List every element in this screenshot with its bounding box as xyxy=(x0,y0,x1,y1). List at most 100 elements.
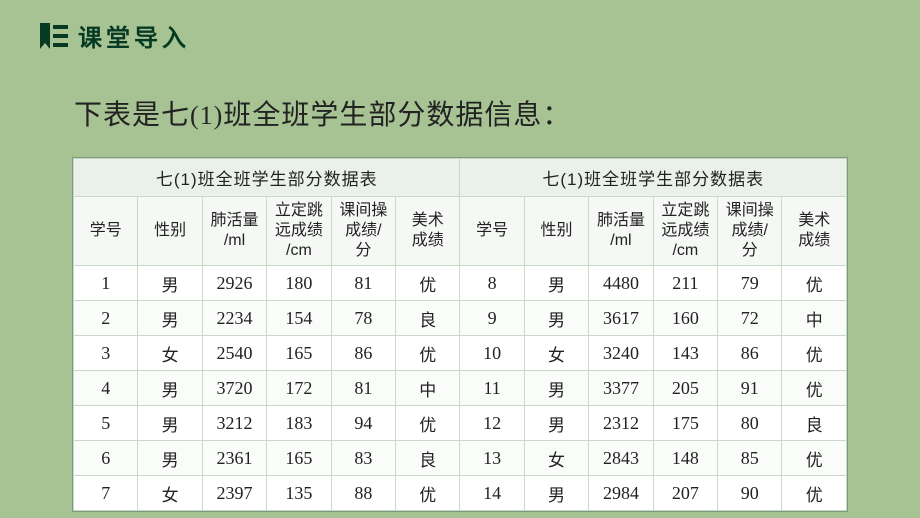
table-cell: 9 xyxy=(460,301,524,336)
table-cell: 83 xyxy=(331,441,395,476)
page-subtitle: 下表是七(1)班全班学生部分数据信息： xyxy=(74,93,920,133)
subtitle-text-pre: 下表是七 xyxy=(74,99,190,130)
table-body: 1男292618081优8男448021179优2男223415478良9男36… xyxy=(74,266,847,511)
table-cell: 11 xyxy=(460,371,524,406)
subtitle-text-post: 班全班学生部分数据信息： xyxy=(223,99,571,130)
table-cell: 13 xyxy=(460,441,524,476)
table-cell: 3240 xyxy=(589,336,653,371)
table-cell: 78 xyxy=(331,301,395,336)
student-data-table: 七(1)班全班学生部分数据表 七(1)班全班学生部分数据表 学号 性别 肺活量/… xyxy=(73,158,847,511)
table-cell: 男 xyxy=(138,406,202,441)
table-cell: 3 xyxy=(74,336,138,371)
table-cell: 2926 xyxy=(202,266,266,301)
table-cell: 94 xyxy=(331,406,395,441)
table-cell: 中 xyxy=(396,371,460,406)
table-cell: 女 xyxy=(138,336,202,371)
col-gender: 性别 xyxy=(138,197,202,266)
col-gender: 性别 xyxy=(524,197,588,266)
table-cell: 72 xyxy=(718,301,782,336)
table-cell: 优 xyxy=(782,266,847,301)
table-cell: 女 xyxy=(524,336,588,371)
bookmark-list-icon xyxy=(40,23,68,49)
table-cell: 2984 xyxy=(589,476,653,511)
table-cell: 女 xyxy=(524,441,588,476)
table-caption-left: 七(1)班全班学生部分数据表 xyxy=(74,159,460,197)
table-cell: 3720 xyxy=(202,371,266,406)
subtitle-number: (1) xyxy=(190,101,223,130)
table-cell: 3212 xyxy=(202,406,266,441)
table-cell: 207 xyxy=(653,476,717,511)
table-cell: 2361 xyxy=(202,441,266,476)
table-cell: 154 xyxy=(267,301,331,336)
table-cell: 优 xyxy=(782,476,847,511)
table-cell: 男 xyxy=(524,371,588,406)
table-cell: 79 xyxy=(718,266,782,301)
table-cell: 良 xyxy=(782,406,847,441)
table-cell: 4 xyxy=(74,371,138,406)
table-cell: 优 xyxy=(396,476,460,511)
table-cell: 男 xyxy=(524,301,588,336)
table-cell: 优 xyxy=(396,266,460,301)
table-cell: 88 xyxy=(331,476,395,511)
data-table-container: 七(1)班全班学生部分数据表 七(1)班全班学生部分数据表 学号 性别 肺活量/… xyxy=(72,157,848,512)
table-cell: 优 xyxy=(396,406,460,441)
col-break: 课间操成绩/分 xyxy=(718,197,782,266)
table-cell: 2312 xyxy=(589,406,653,441)
col-id: 学号 xyxy=(460,197,524,266)
table-cell: 男 xyxy=(524,406,588,441)
table-cell: 205 xyxy=(653,371,717,406)
table-row: 5男321218394优12男231217580良 xyxy=(74,406,847,441)
table-cell: 男 xyxy=(138,266,202,301)
col-lung: 肺活量/ml xyxy=(202,197,266,266)
table-cell: 183 xyxy=(267,406,331,441)
table-cell: 86 xyxy=(718,336,782,371)
col-jump: 立定跳远成绩/cm xyxy=(653,197,717,266)
table-cell: 6 xyxy=(74,441,138,476)
table-caption-right: 七(1)班全班学生部分数据表 xyxy=(460,159,847,197)
table-cell: 148 xyxy=(653,441,717,476)
table-cell: 良 xyxy=(396,301,460,336)
table-cell: 男 xyxy=(138,371,202,406)
table-cell: 211 xyxy=(653,266,717,301)
table-row: 2男223415478良9男361716072中 xyxy=(74,301,847,336)
table-cell: 男 xyxy=(524,476,588,511)
table-cell: 男 xyxy=(524,266,588,301)
table-cell: 女 xyxy=(138,476,202,511)
table-cell: 12 xyxy=(460,406,524,441)
table-cell: 优 xyxy=(782,441,847,476)
table-row: 1男292618081优8男448021179优 xyxy=(74,266,847,301)
table-row: 7女239713588优14男298420790优 xyxy=(74,476,847,511)
section-title: 课堂导入 xyxy=(78,18,190,53)
table-cell: 4480 xyxy=(589,266,653,301)
table-cell: 165 xyxy=(267,336,331,371)
table-cell: 中 xyxy=(782,301,847,336)
table-cell: 2540 xyxy=(202,336,266,371)
table-cell: 2843 xyxy=(589,441,653,476)
col-art: 美术成绩 xyxy=(396,197,460,266)
table-cell: 175 xyxy=(653,406,717,441)
table-cell: 85 xyxy=(718,441,782,476)
table-cell: 男 xyxy=(138,441,202,476)
col-break: 课间操成绩/分 xyxy=(331,197,395,266)
table-row: 4男372017281中11男337720591优 xyxy=(74,371,847,406)
table-cell: 3377 xyxy=(589,371,653,406)
table-cell: 91 xyxy=(718,371,782,406)
table-cell: 165 xyxy=(267,441,331,476)
col-art: 美术成绩 xyxy=(782,197,847,266)
col-jump: 立定跳远成绩/cm xyxy=(267,197,331,266)
table-cell: 8 xyxy=(460,266,524,301)
table-cell: 10 xyxy=(460,336,524,371)
table-cell: 优 xyxy=(782,336,847,371)
table-cell: 143 xyxy=(653,336,717,371)
table-cell: 男 xyxy=(138,301,202,336)
table-cell: 优 xyxy=(396,336,460,371)
table-cell: 优 xyxy=(782,371,847,406)
table-cell: 2397 xyxy=(202,476,266,511)
table-cell: 180 xyxy=(267,266,331,301)
col-lung: 肺活量/ml xyxy=(589,197,653,266)
table-cell: 1 xyxy=(74,266,138,301)
table-cell: 14 xyxy=(460,476,524,511)
table-row: 3女254016586优10女324014386优 xyxy=(74,336,847,371)
table-cell: 81 xyxy=(331,371,395,406)
table-cell: 135 xyxy=(267,476,331,511)
